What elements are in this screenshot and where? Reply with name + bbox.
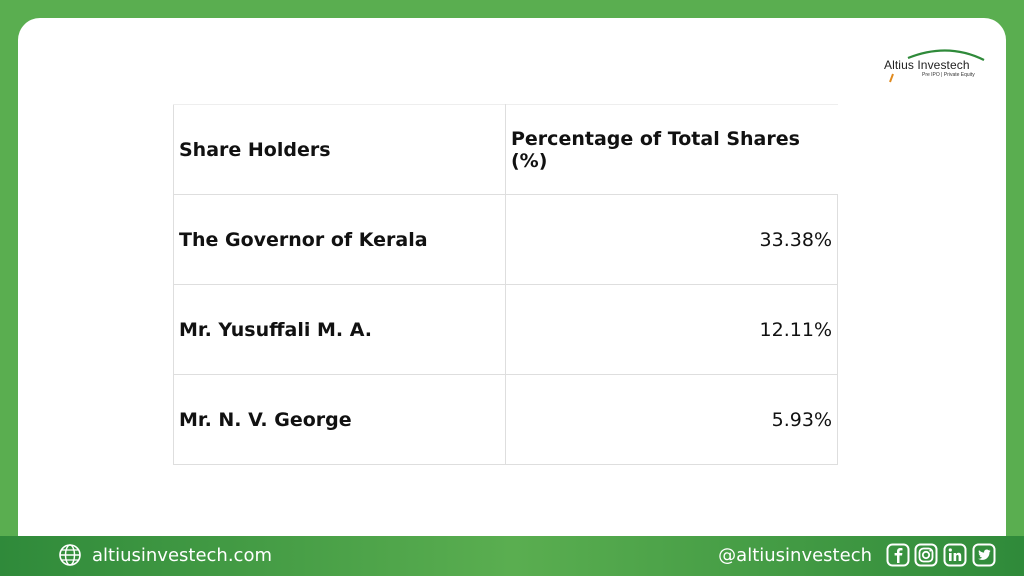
holder-name: The Governor of Kerala [173,194,506,285]
content-card: Altius Investech Pre IPO | Private Equit… [18,18,1006,536]
logo-tagline: Pre IPO | Private Equity [922,72,975,78]
table-row: Mr. Yusuffali M. A. 12.11% [173,284,838,375]
twitter-icon[interactable] [972,543,996,567]
footer-bar: altiusinvestech.com @altiusinvestech [0,536,1024,576]
table-row: The Governor of Kerala 33.38% [173,194,838,285]
holder-name: Mr. Yusuffali M. A. [173,284,506,375]
brand-logo: Altius Investech Pre IPO | Private Equit… [878,44,988,84]
facebook-icon[interactable] [886,543,910,567]
table-header-row: Share Holders Percentage of Total Shares… [173,104,838,195]
instagram-icon[interactable] [914,543,938,567]
logo-swoosh-icon [889,49,985,83]
header-share-holders: Share Holders [173,104,506,195]
holder-percentage: 33.38% [505,194,838,285]
linkedin-icon[interactable] [943,543,967,567]
holder-percentage: 12.11% [505,284,838,375]
header-percentage: Percentage of Total Shares (%) [505,104,838,195]
holder-name: Mr. N. V. George [173,374,506,465]
logo-name: Altius Investech [884,58,970,72]
holder-percentage: 5.93% [505,374,838,465]
table-row: Mr. N. V. George 5.93% [173,374,838,465]
shareholders-table: Share Holders Percentage of Total Shares… [173,104,838,465]
social-handle: @altiusinvestech [718,545,872,566]
website-link[interactable]: altiusinvestech.com [92,545,272,566]
globe-icon [58,543,82,567]
